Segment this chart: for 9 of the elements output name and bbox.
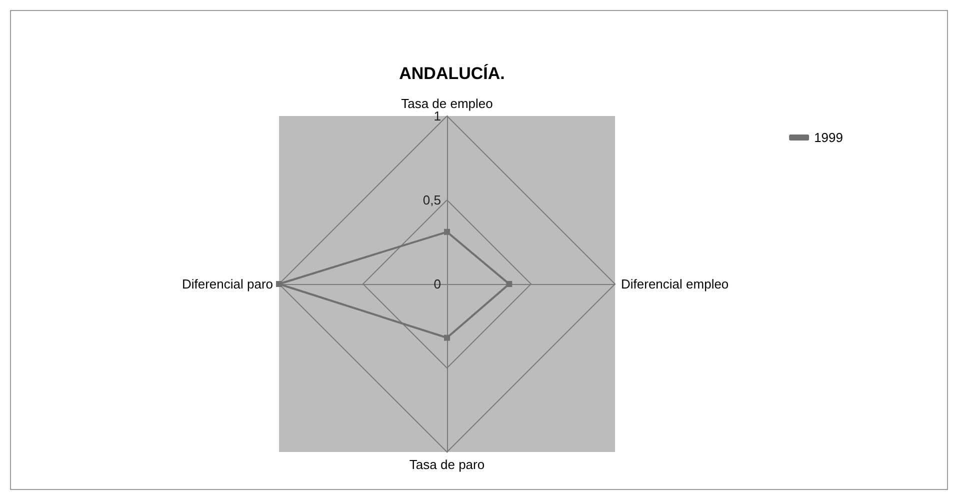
legend-label: 1999 <box>814 130 843 145</box>
y-tick-label: 1 <box>434 108 441 124</box>
spoke-label: Diferencial paro <box>182 276 273 292</box>
chart-title: ANDALUCÍA. <box>399 63 505 83</box>
spoke-label: Diferencial empleo <box>621 276 729 292</box>
spoke-label: Tasa de paro <box>409 457 485 472</box>
y-tick-label: 0 <box>434 276 441 292</box>
spoke-label: Tasa de empleo <box>401 96 493 111</box>
y-tick-label: 0,5 <box>422 192 441 208</box>
